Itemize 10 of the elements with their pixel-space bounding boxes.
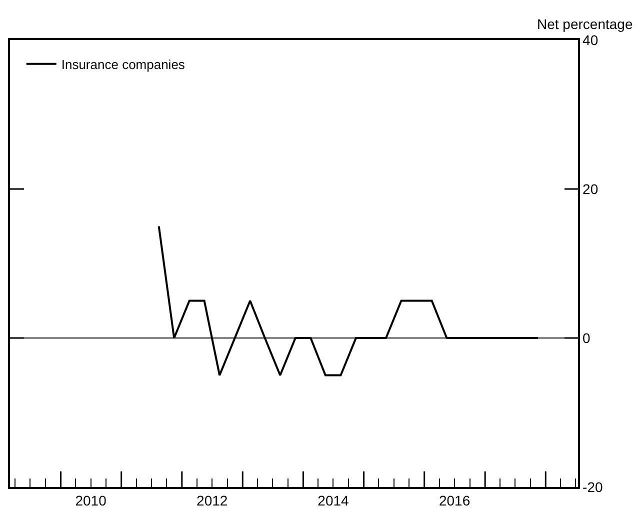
x-tick-label: 2012 [196,492,228,509]
x-tick-label: 2010 [75,492,107,509]
y-axis-title: Net percentage [537,16,633,32]
x-tick-label: 2016 [438,492,470,509]
y-tick-label: 20 [582,180,598,197]
y-tick-label: 0 [582,330,591,346]
y-tick-label: 40 [582,32,598,48]
y-tick-label: -20 [582,478,603,495]
x-tick-label: 2014 [318,492,350,509]
legend-label: Insurance companies [61,56,186,72]
